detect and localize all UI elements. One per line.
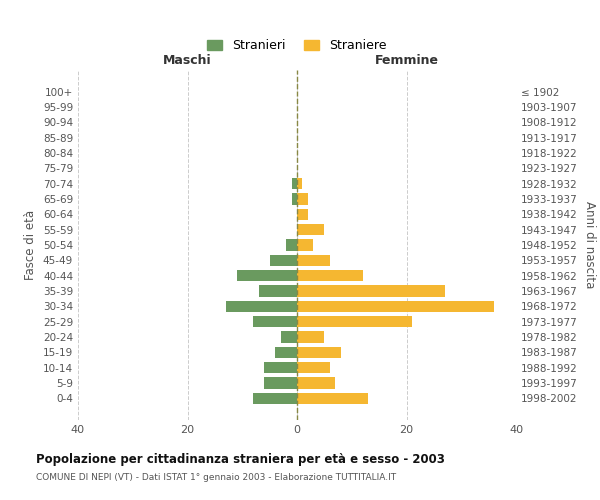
Bar <box>297 346 341 358</box>
Bar <box>264 378 297 389</box>
Text: COMUNE DI NEPI (VT) - Dati ISTAT 1° gennaio 2003 - Elaborazione TUTTITALIA.IT: COMUNE DI NEPI (VT) - Dati ISTAT 1° genn… <box>36 472 396 482</box>
Bar <box>253 392 297 404</box>
Bar <box>297 208 308 220</box>
Bar <box>297 193 308 204</box>
Legend: Stranieri, Straniere: Stranieri, Straniere <box>202 34 392 57</box>
Bar <box>269 254 297 266</box>
Bar <box>292 193 297 204</box>
Bar <box>253 316 297 328</box>
Bar <box>297 254 330 266</box>
Text: Maschi: Maschi <box>163 54 212 66</box>
Y-axis label: Anni di nascita: Anni di nascita <box>583 202 596 288</box>
Bar <box>297 332 325 343</box>
Bar <box>286 239 297 251</box>
Bar <box>275 346 297 358</box>
Bar <box>297 300 494 312</box>
Bar <box>259 286 297 297</box>
Bar <box>297 286 445 297</box>
Bar <box>297 239 313 251</box>
Bar <box>297 378 335 389</box>
Bar <box>297 392 368 404</box>
Text: Popolazione per cittadinanza straniera per età e sesso - 2003: Popolazione per cittadinanza straniera p… <box>36 452 445 466</box>
Bar <box>226 300 297 312</box>
Bar <box>297 270 362 281</box>
Bar <box>297 224 325 235</box>
Bar <box>297 316 412 328</box>
Bar <box>292 178 297 190</box>
Bar <box>297 178 302 190</box>
Bar <box>264 362 297 374</box>
Bar <box>237 270 297 281</box>
Text: Femmine: Femmine <box>374 54 439 66</box>
Bar <box>297 362 330 374</box>
Bar <box>281 332 297 343</box>
Y-axis label: Fasce di età: Fasce di età <box>25 210 37 280</box>
